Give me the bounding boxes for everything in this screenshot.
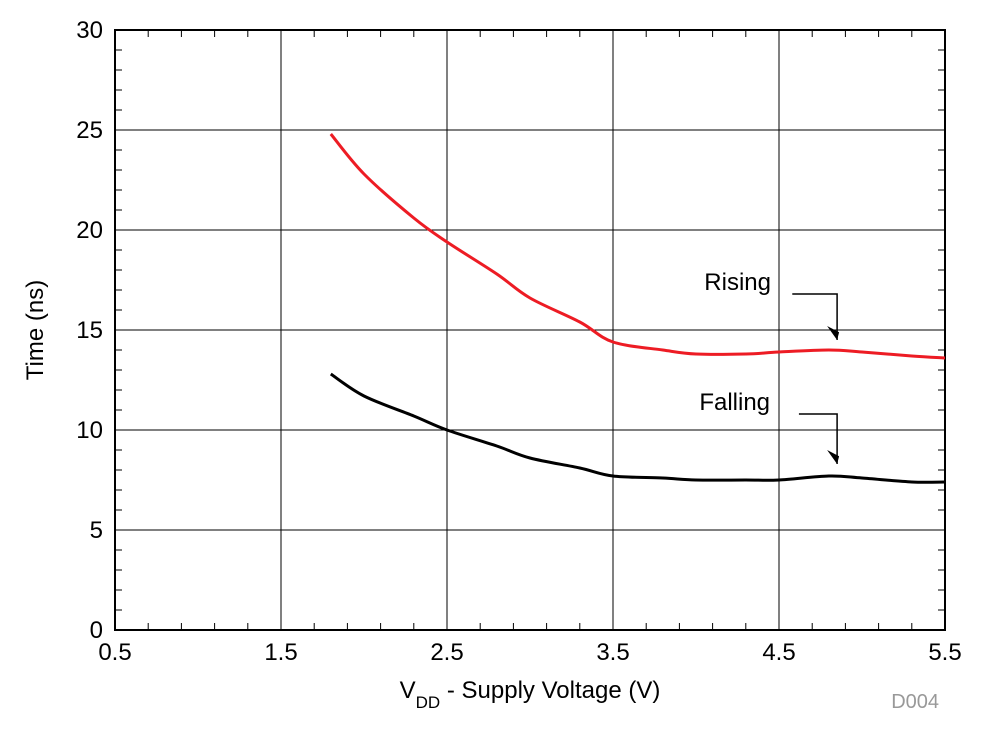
chart-container: 0.51.52.53.54.55.5051015202530VDD - Supp… — [0, 0, 982, 734]
y-tick-label: 15 — [76, 317, 103, 344]
x-tick-label: 2.5 — [430, 639, 463, 666]
chart-svg: 0.51.52.53.54.55.5051015202530VDD - Supp… — [0, 0, 982, 734]
x-tick-label: 4.5 — [762, 639, 795, 666]
x-tick-label: 3.5 — [596, 639, 629, 666]
y-tick-label: 20 — [76, 217, 103, 244]
y-tick-label: 10 — [76, 417, 103, 444]
figure-id: D004 — [891, 691, 939, 713]
x-tick-label: 5.5 — [928, 639, 961, 666]
x-tick-label: 1.5 — [264, 639, 297, 666]
chart-bg — [0, 0, 982, 734]
x-tick-label: 0.5 — [98, 639, 131, 666]
y-tick-label: 30 — [76, 17, 103, 44]
y-tick-label: 5 — [90, 517, 103, 544]
y-tick-label: 25 — [76, 117, 103, 144]
y-tick-label: 0 — [90, 617, 103, 644]
annotation-rising: Rising — [704, 269, 771, 296]
y-axis-label: Time (ns) — [22, 280, 49, 380]
annotation-falling: Falling — [699, 389, 770, 416]
